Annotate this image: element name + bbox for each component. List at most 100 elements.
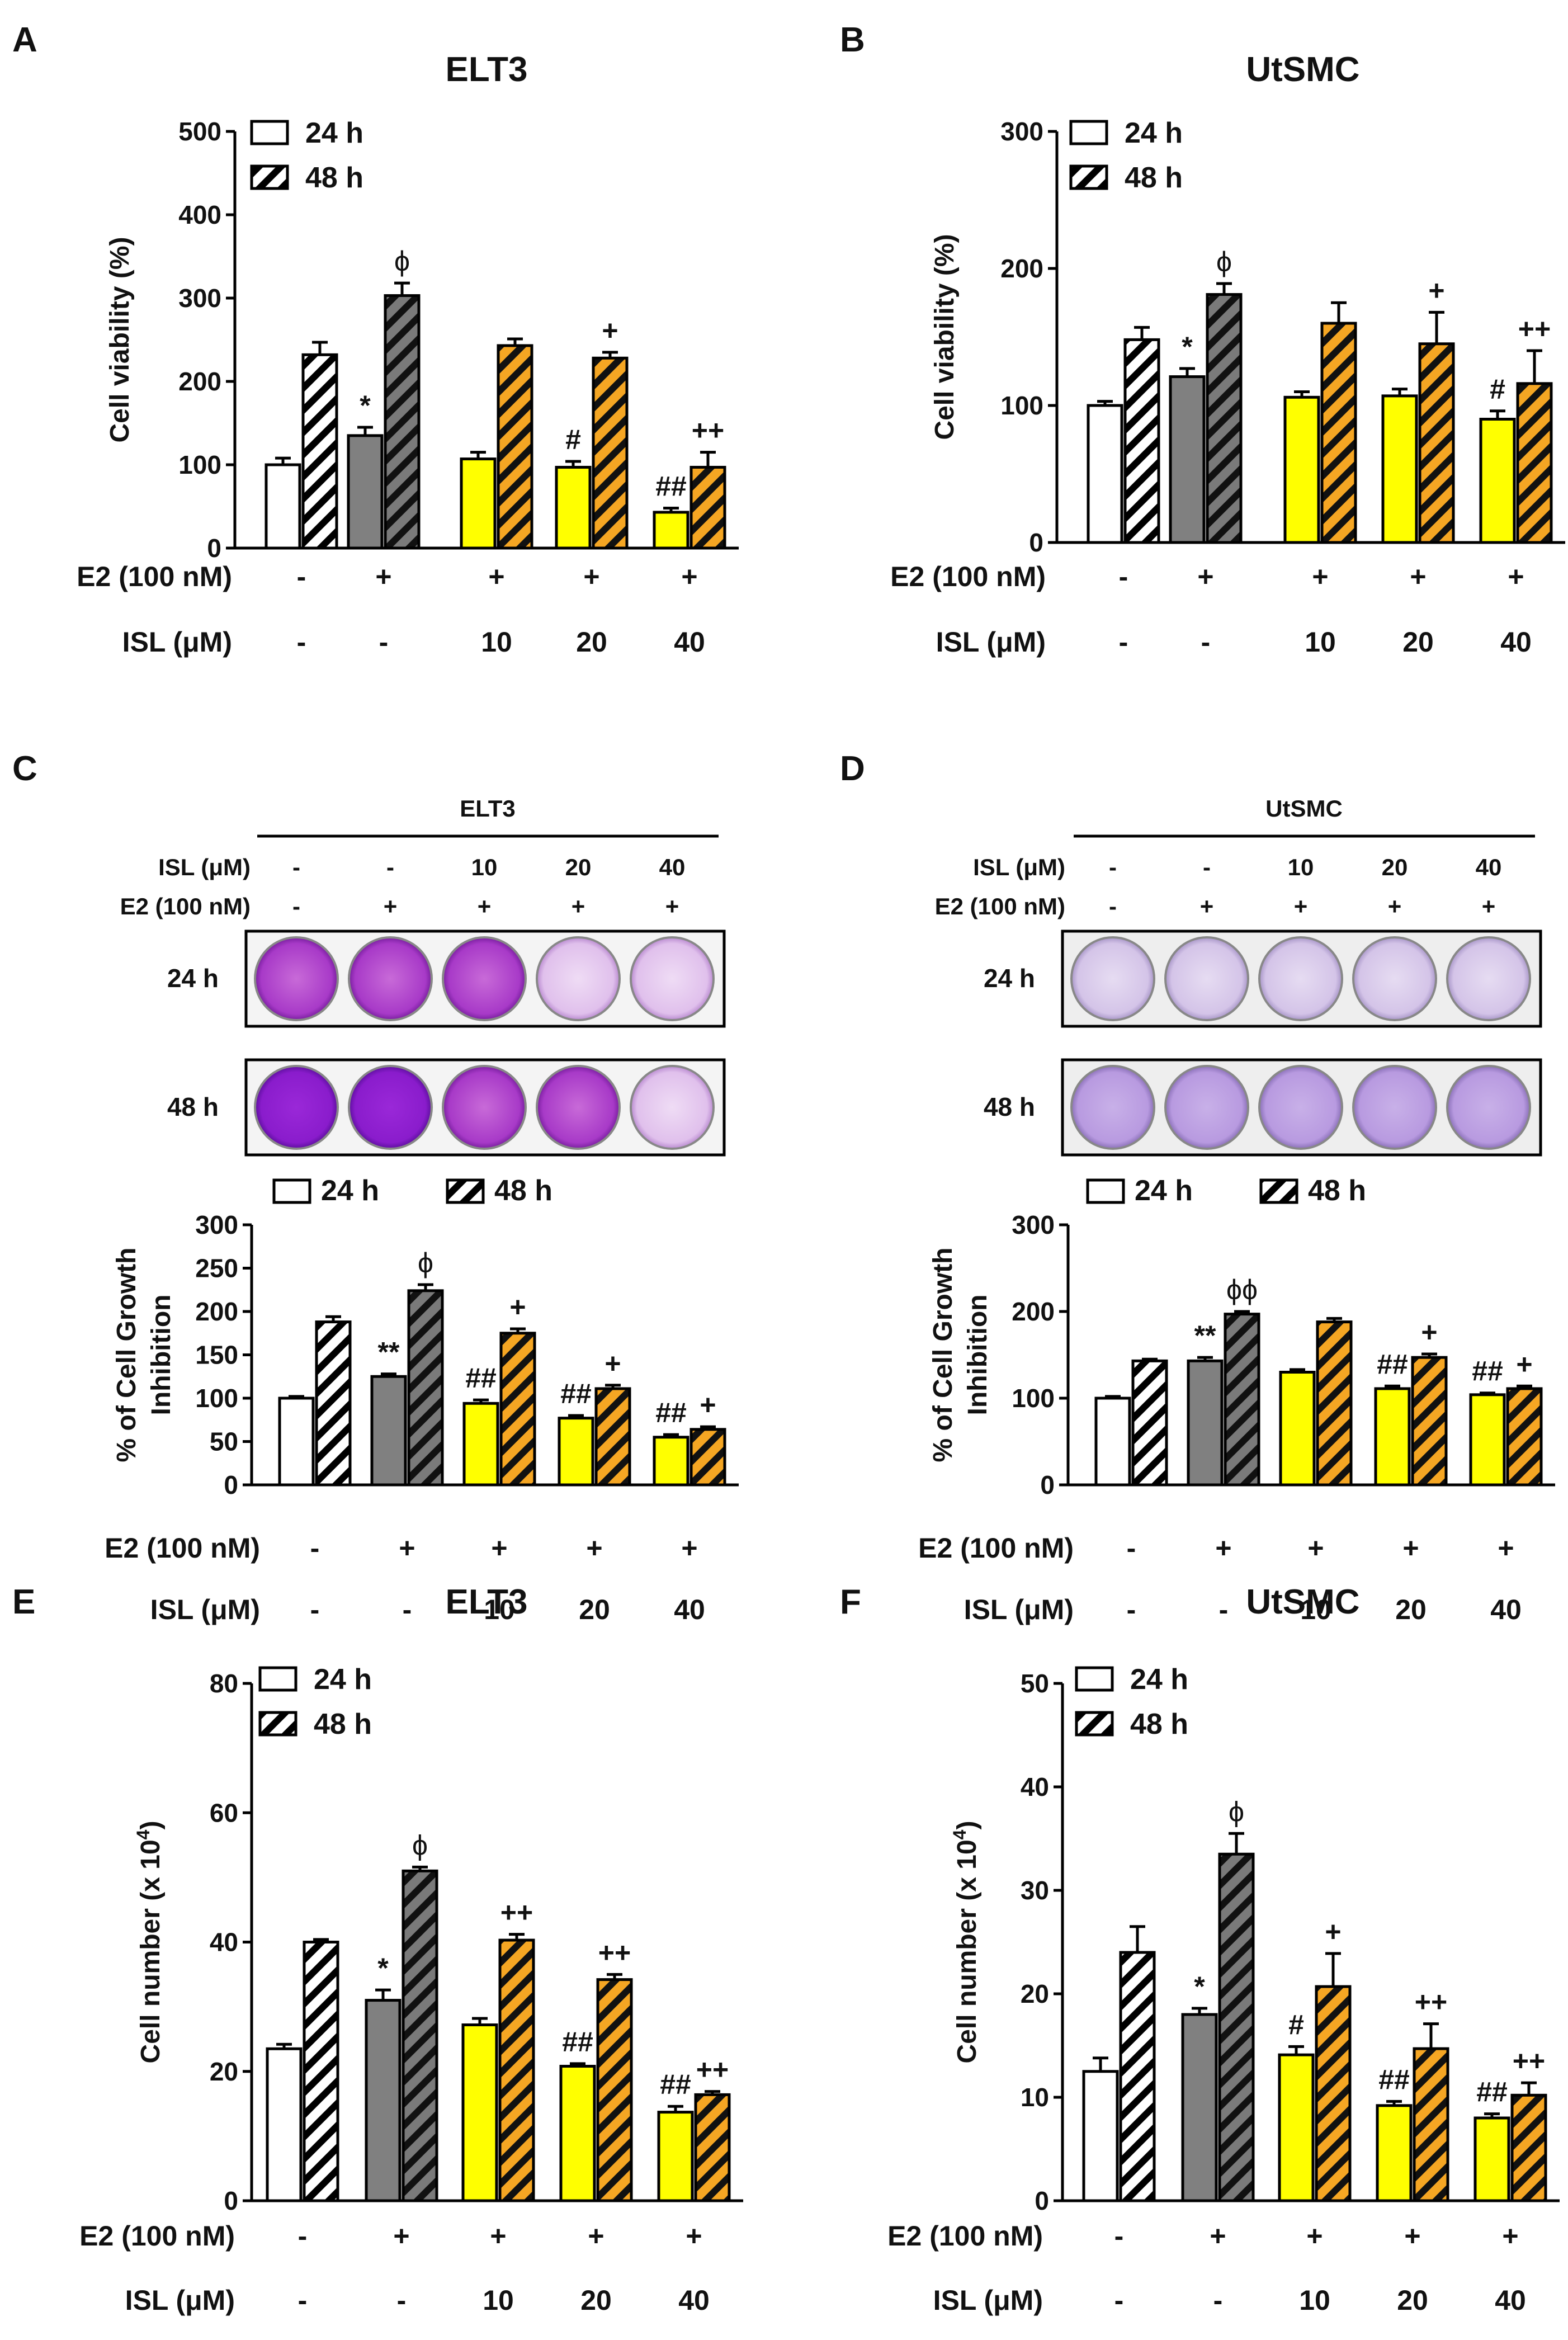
chart-c-elt3-growth-inhibition: 0 50 100 150 200 250 300 % of Cell Growth Inhibi… bbox=[105, 1174, 739, 1625]
legend: 24 h 48 h bbox=[272, 1174, 552, 1207]
well-24h bbox=[1352, 936, 1437, 1021]
e2-row-value: + bbox=[1306, 2220, 1323, 2252]
isl-row-label: ISL (μM) bbox=[933, 2285, 1043, 2316]
legend-label-48h: 48 h bbox=[1125, 162, 1183, 194]
e2-row-value: + bbox=[1210, 2220, 1226, 2252]
plate-isl-value: 10 bbox=[471, 854, 498, 880]
plate-isl-value: 20 bbox=[1382, 854, 1408, 880]
significance-mark: ++ bbox=[692, 415, 724, 446]
plate-e2-value: + bbox=[1482, 893, 1496, 919]
plate-e2-value: - bbox=[1109, 893, 1117, 919]
bar-24h-group-1 bbox=[278, 1397, 315, 1487]
e2-row-value: - bbox=[1127, 1532, 1136, 1564]
y-tick-label: 30 bbox=[1021, 1876, 1049, 1905]
bar-24h-group-3 bbox=[461, 2023, 498, 2202]
e2-row-value: + bbox=[1410, 561, 1426, 592]
e2-row-label: E2 (100 nM) bbox=[79, 2220, 235, 2252]
chart-d-utsmc-growth-inhibition: 0 100 200 300 % of Cell Growth Inhibition ** ϕϕ… bbox=[918, 1174, 1555, 1625]
chart-title: UtSMC bbox=[1246, 50, 1359, 89]
significance-mark: * bbox=[1194, 1971, 1205, 2002]
isl-row-value: - bbox=[298, 2285, 308, 2316]
significance-mark: ϕ bbox=[412, 1829, 428, 1861]
isl-row-label: ISL (μM) bbox=[150, 1594, 260, 1625]
bar-48h-group-4 bbox=[596, 1978, 633, 2202]
significance-mark: + bbox=[1421, 1317, 1437, 1348]
legend-swatch-48h bbox=[1075, 1711, 1114, 1737]
e2-row-label: E2 (100 nM) bbox=[887, 2220, 1043, 2252]
bar-24h-group-5 bbox=[1479, 418, 1516, 544]
y-tick-label: 0 bbox=[224, 1470, 238, 1499]
legend-swatch-24h bbox=[272, 1178, 311, 1204]
isl-row-label: ISL (μM) bbox=[125, 2285, 235, 2316]
legend-label-48h: 48 h bbox=[305, 162, 363, 194]
isl-row-value: 20 bbox=[580, 2285, 612, 2316]
bar-24h-group-3 bbox=[1283, 395, 1320, 544]
isl-row-value: 40 bbox=[1500, 626, 1532, 658]
significance-mark: ## bbox=[465, 1362, 497, 1394]
significance-mark: ϕ bbox=[418, 1247, 433, 1278]
plate-e2-value: + bbox=[478, 893, 492, 919]
plate-c-row-24h: 24 h bbox=[167, 964, 219, 993]
plate-e2-value: + bbox=[1294, 893, 1308, 919]
legend: 24 h 48 h bbox=[258, 1663, 372, 1740]
e2-row-value: + bbox=[375, 561, 391, 592]
significance-mark: ** bbox=[378, 1337, 400, 1368]
y-tick-label: 300 bbox=[1000, 117, 1043, 146]
well-24h bbox=[1446, 936, 1531, 1021]
bar-24h-group-1 bbox=[1082, 2070, 1119, 2202]
plate-isl-value: 20 bbox=[565, 854, 592, 880]
significance-mark: ## bbox=[655, 470, 687, 502]
chart-a-elt3-viability: 0 100 200 300 400 500 ELT3 Cell viability (%) * ϕ… bbox=[77, 50, 739, 658]
y-axis-label: % of Cell Growth bbox=[112, 1248, 141, 1462]
plate-e2-value: + bbox=[572, 893, 585, 919]
significance-mark: ϕϕ bbox=[1226, 1274, 1258, 1305]
well-48h bbox=[254, 1065, 339, 1150]
bar-48h-group-4 bbox=[594, 1387, 631, 1487]
isl-row-value: - bbox=[379, 626, 389, 658]
y-axis-label-line2: Inhibition bbox=[147, 1295, 176, 1416]
well-48h bbox=[348, 1065, 433, 1150]
legend: 24 h 48 h bbox=[1075, 1663, 1188, 1740]
e2-row-value: + bbox=[583, 561, 599, 592]
plate-isl-value: 40 bbox=[1476, 854, 1502, 880]
isl-row-value: 40 bbox=[678, 2285, 710, 2316]
e2-row-value: + bbox=[1502, 2220, 1518, 2252]
panel-label-c: C bbox=[12, 749, 37, 788]
isl-row-value: - bbox=[1219, 1594, 1229, 1625]
bar-48h-group-5 bbox=[1510, 2093, 1547, 2202]
bar-24h-group-5 bbox=[1469, 1393, 1506, 1487]
isl-row-value: - bbox=[1114, 2285, 1124, 2316]
y-tick-label: 500 bbox=[178, 117, 221, 146]
isl-row-value: 10 bbox=[1300, 1594, 1331, 1625]
panel-label-b: B bbox=[840, 21, 865, 59]
isl-row-value: - bbox=[1119, 626, 1128, 658]
plate-d-row-48h: 48 h bbox=[984, 1092, 1035, 1121]
y-tick-label: 50 bbox=[1021, 1669, 1049, 1698]
bar-24h-group-2 bbox=[1187, 1359, 1224, 1487]
bar-48h-group-2 bbox=[402, 1869, 438, 2202]
plate-e2-value: + bbox=[1388, 893, 1402, 919]
well-48h bbox=[442, 1065, 527, 1150]
plate-isl-value: - bbox=[1203, 854, 1211, 880]
bar-24h-group-3 bbox=[462, 1402, 499, 1487]
isl-row-value: 10 bbox=[481, 626, 512, 658]
bar-48h-group-1 bbox=[1123, 338, 1160, 544]
bar-48h-group-2 bbox=[1224, 1313, 1260, 1487]
significance-mark: ϕ bbox=[394, 246, 410, 277]
isl-row-value: 20 bbox=[579, 1594, 610, 1625]
plate-c-row-48h: 48 h bbox=[167, 1092, 219, 1121]
significance-mark: ## bbox=[560, 1378, 592, 1409]
bar-24h-group-5 bbox=[657, 2111, 694, 2202]
bar-24h-group-2 bbox=[1181, 2013, 1218, 2202]
y-tick-label: 80 bbox=[210, 1669, 238, 1698]
bar-48h-group-3 bbox=[1315, 1985, 1352, 2202]
bar-24h-group-4 bbox=[558, 1417, 594, 1487]
legend-label-24h: 24 h bbox=[321, 1174, 379, 1207]
e2-row-label: E2 (100 nM) bbox=[77, 561, 232, 592]
isl-row-value: - bbox=[397, 2285, 407, 2316]
significance-mark: ## bbox=[1377, 1348, 1408, 1380]
y-tick-label: 200 bbox=[195, 1297, 238, 1326]
e2-row-value: + bbox=[586, 1532, 602, 1564]
significance-mark: * bbox=[1182, 331, 1193, 362]
